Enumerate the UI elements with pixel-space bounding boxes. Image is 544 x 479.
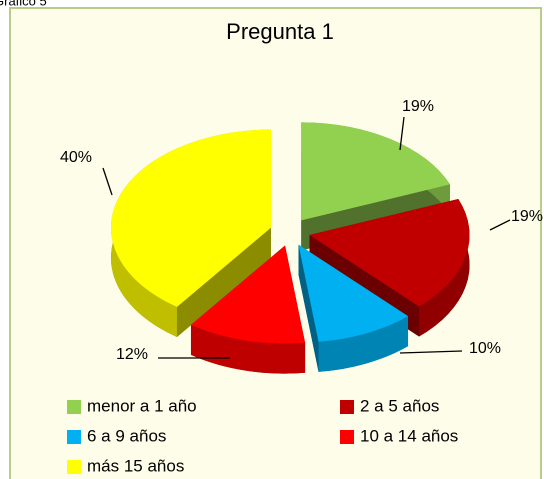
data-label: 19% [402, 98, 434, 115]
legend-label: 6 a 9 años [87, 426, 166, 445]
leader-line [489, 219, 511, 231]
slice-wall [318, 316, 409, 372]
legend-label: 2 a 5 años [360, 396, 439, 415]
data-label: 12% [116, 346, 148, 363]
pie-slice [110, 129, 271, 337]
legend-swatch [67, 430, 81, 444]
legend-label: más 15 años [87, 456, 184, 475]
slice-top [110, 129, 271, 307]
data-label: 10% [469, 340, 501, 357]
leader-line [102, 167, 113, 196]
legend-label: menor a 1 año [87, 396, 197, 415]
pie-slice [298, 244, 409, 372]
slice-top [301, 122, 451, 221]
slice-wall [190, 324, 306, 374]
legend-swatch [67, 460, 81, 474]
legend-swatch [340, 400, 354, 414]
legend-label: 10 a 14 años [360, 426, 458, 445]
slice-top [298, 244, 409, 342]
data-label: 19% [511, 208, 543, 225]
slice-wall [419, 198, 470, 337]
leader-line [399, 350, 463, 354]
caption: Gráfico 5 [0, 0, 47, 8]
legend-swatch [340, 430, 354, 444]
slice-top [190, 245, 306, 344]
legend-swatch [67, 400, 81, 414]
pie-slice [190, 245, 306, 374]
leader-line [399, 116, 405, 151]
data-label: 40% [60, 149, 92, 166]
slice-top [309, 198, 470, 307]
chart-title: Pregunta 1 [226, 19, 334, 44]
